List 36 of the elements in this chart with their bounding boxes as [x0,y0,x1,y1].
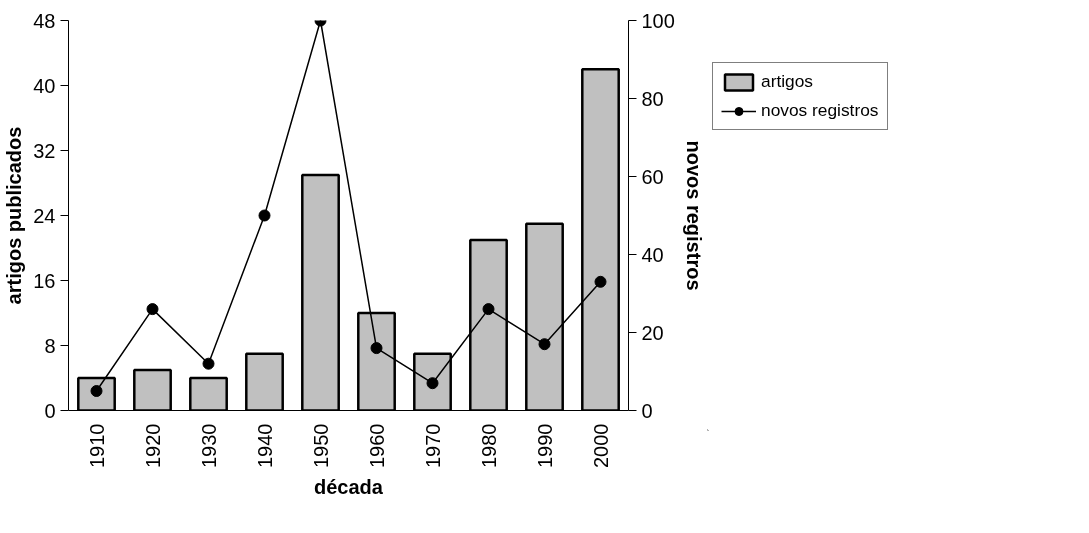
y2-tick-label: 20 [641,321,664,344]
x-tick-label: 1970 [421,423,444,468]
legend-label: novos registros [761,100,879,121]
y2-tick-label: 40 [641,243,664,266]
x-tick-label: 1940 [253,423,276,468]
y2-axis-title: novos registros [682,140,705,291]
x-tick-label: 1920 [141,423,164,468]
y-tick-label: 48 [33,9,56,32]
x-tick-label: 1990 [533,423,556,468]
point [538,338,551,351]
y2-tick-label: 60 [641,165,664,188]
point [482,303,495,316]
y2-tick-label: 0 [641,399,653,422]
point [426,377,439,390]
point [258,209,271,222]
point [202,357,215,370]
point [146,303,159,316]
y-tick-label: 32 [33,139,56,162]
x-tick-label: 1950 [309,423,332,468]
x-axis-title: década [314,475,384,498]
x-tick-label: 2000 [589,423,612,468]
x-tick-label: 1960 [365,423,388,468]
y2-tick-label: 100 [641,9,675,32]
point [594,275,607,288]
x-tick-label: 1980 [477,423,500,468]
y-tick-label: 24 [33,204,56,227]
y-tick-label: 16 [33,269,56,292]
y-tick-label: 8 [44,334,56,357]
point [370,342,383,355]
y2-tick-label: 80 [641,87,664,110]
y-axis-title: artigos publicados [3,126,26,305]
legend-label: artigos [761,71,814,92]
y-tick-label: 0 [44,399,56,422]
x-tick-label: 1930 [197,423,220,468]
y-tick-label: 40 [33,74,56,97]
x-tick-label: 1910 [85,423,108,468]
